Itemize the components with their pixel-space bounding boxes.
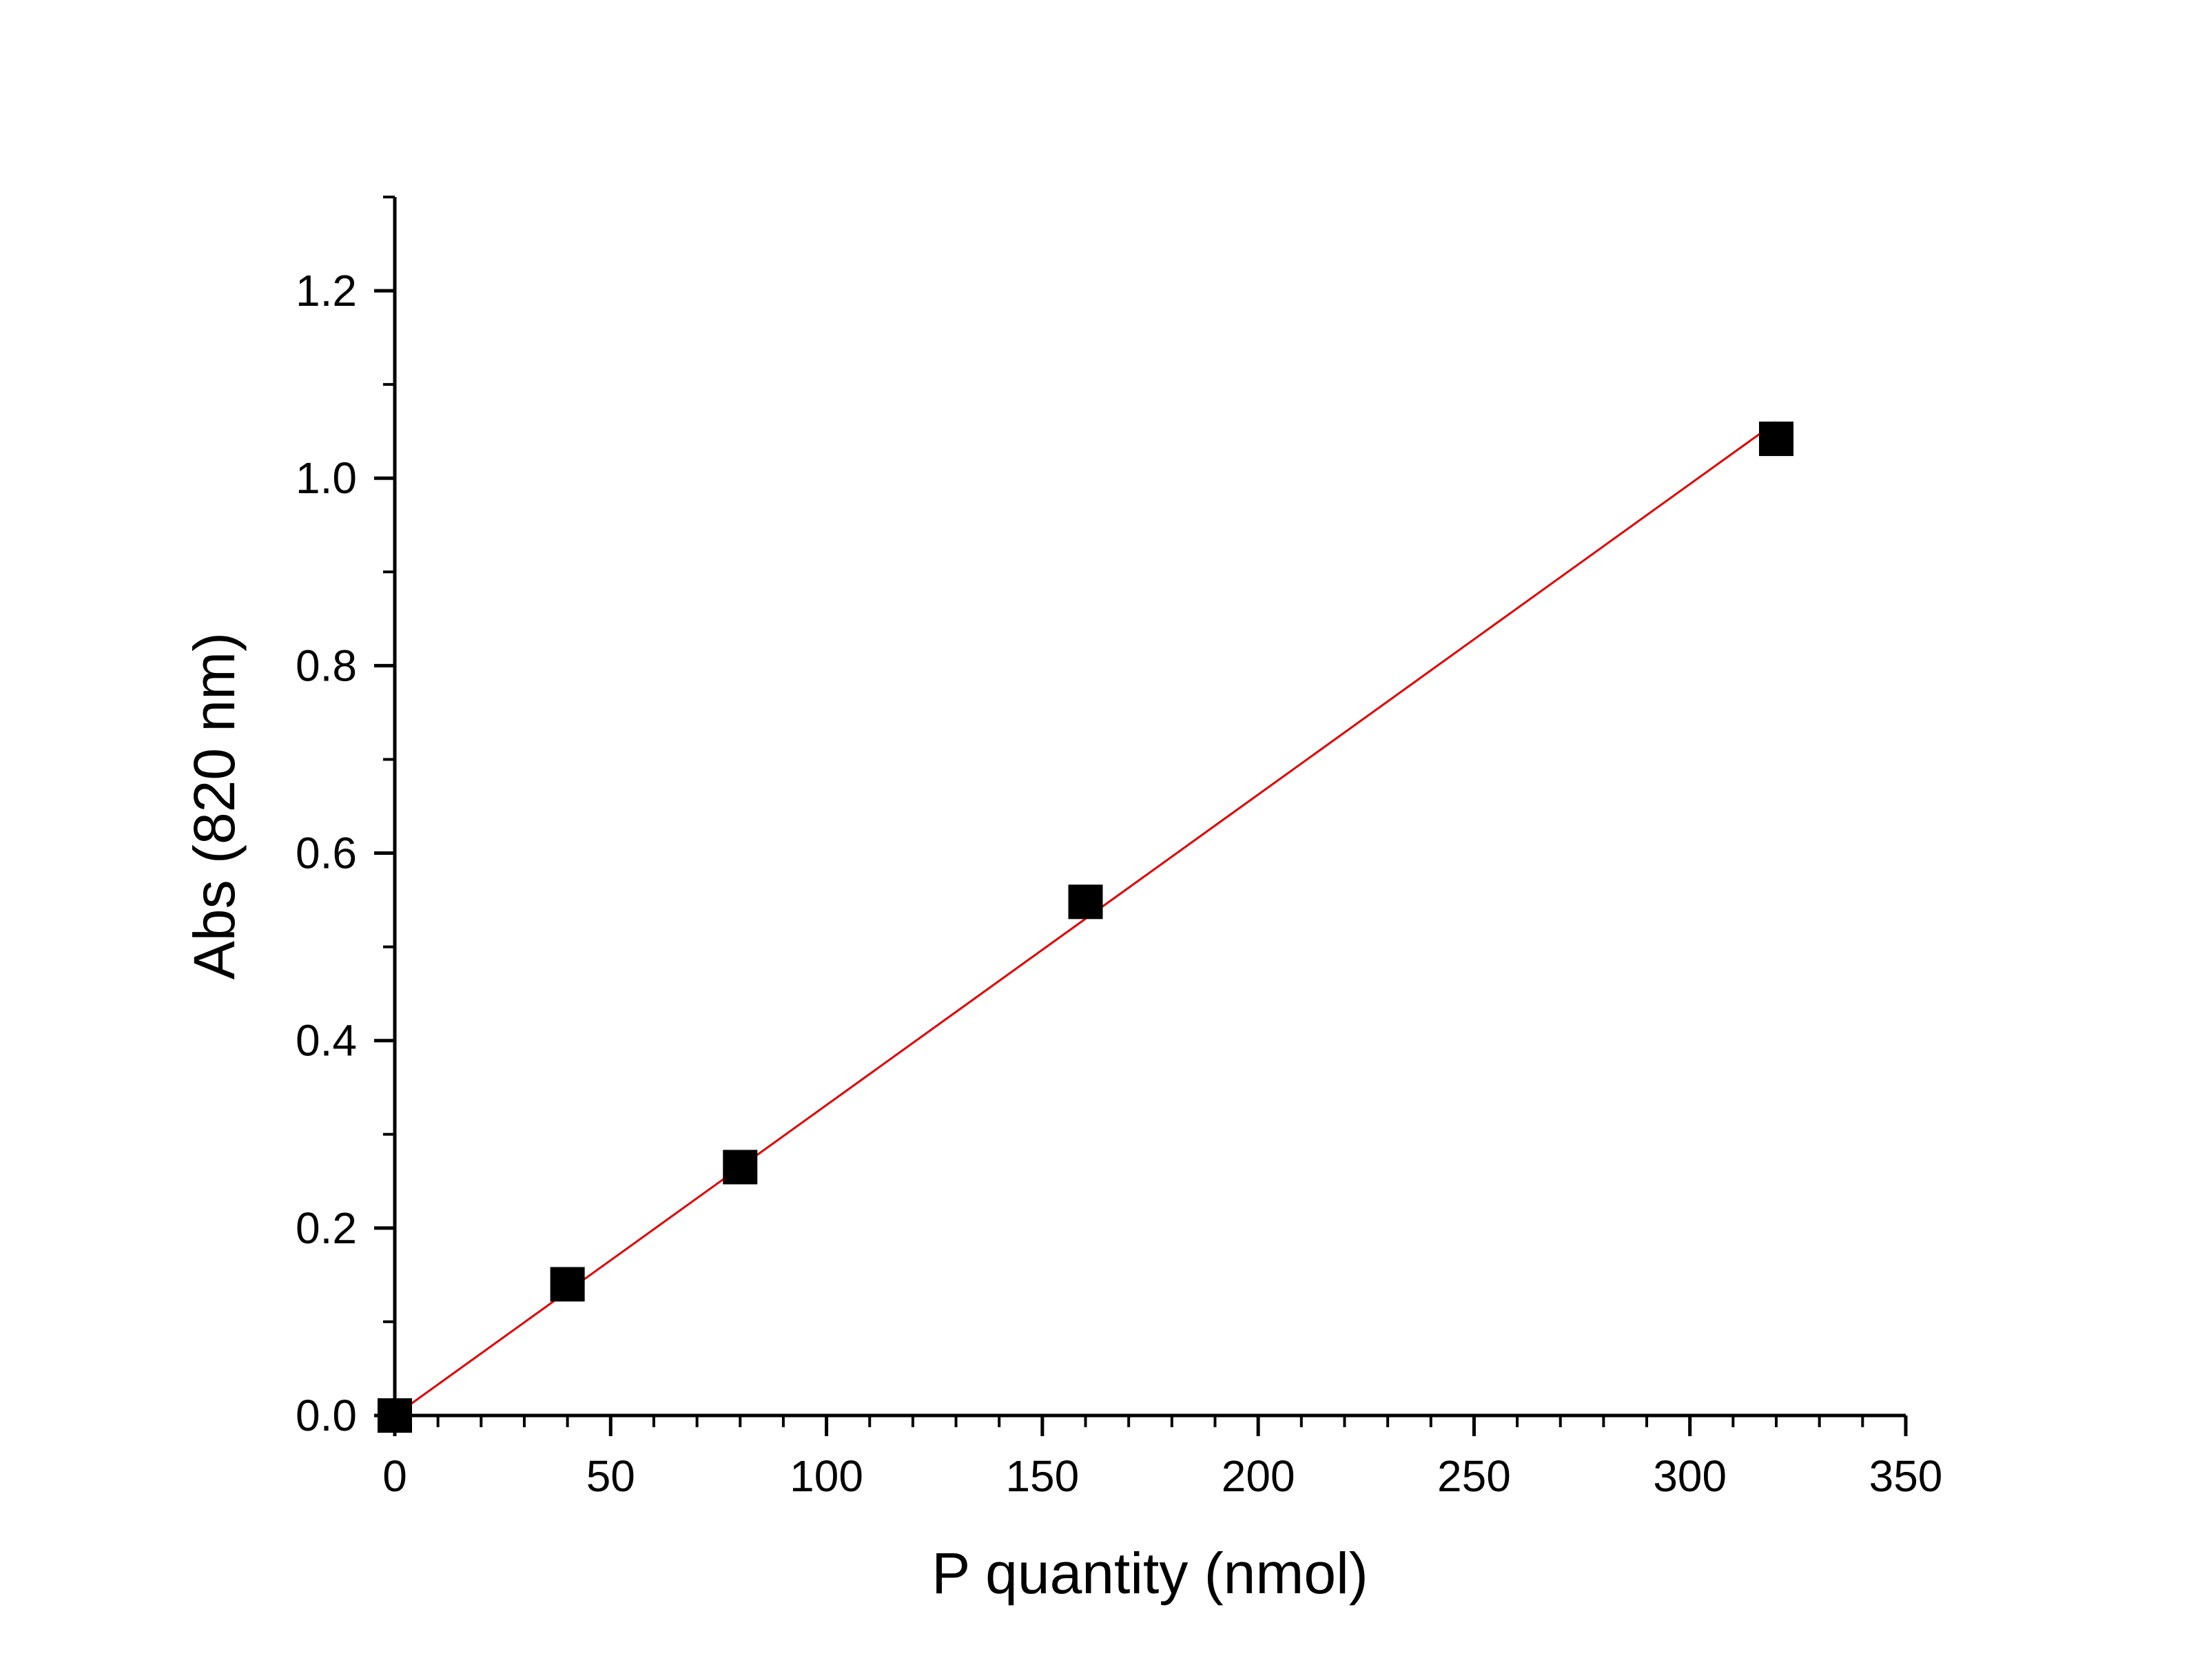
y-tick-label: 1.2	[296, 266, 357, 315]
y-ticks-layer: 0.0 0.2 0.4 0.6 0.8 1.0 1.2	[296, 196, 395, 1440]
data-points-layer	[378, 422, 1794, 1433]
y-axis-title: Abs (820 nm)	[182, 632, 247, 979]
data-point-marker	[1068, 884, 1103, 920]
y-tick-label: 0.2	[296, 1203, 357, 1253]
data-point-marker	[1759, 422, 1794, 457]
x-tick-label: 350	[1869, 1451, 1943, 1501]
y-tick-label: 0.6	[296, 829, 357, 878]
x-tick-label: 200	[1222, 1451, 1295, 1501]
x-tick-label: 0	[382, 1451, 407, 1501]
y-tick-label: 0.0	[296, 1391, 357, 1440]
x-tick-label: 300	[1653, 1451, 1727, 1501]
x-tick-label: 250	[1437, 1451, 1511, 1501]
y-tick-label: 0.8	[296, 641, 357, 690]
x-tick-label: 50	[586, 1451, 635, 1501]
x-tick-label: 100	[790, 1451, 863, 1501]
y-tick-label: 0.4	[296, 1016, 357, 1066]
x-tick-label: 150	[1005, 1451, 1079, 1501]
data-point-marker	[550, 1267, 585, 1302]
x-axis-title: P quantity (nmol)	[932, 1541, 1368, 1606]
x-ticks-layer: 0 50 100 150 200 250 300 350	[382, 1415, 1942, 1501]
data-point-marker	[723, 1150, 758, 1185]
y-tick-label: 1.0	[296, 453, 357, 503]
axes-layer	[393, 197, 1906, 1418]
